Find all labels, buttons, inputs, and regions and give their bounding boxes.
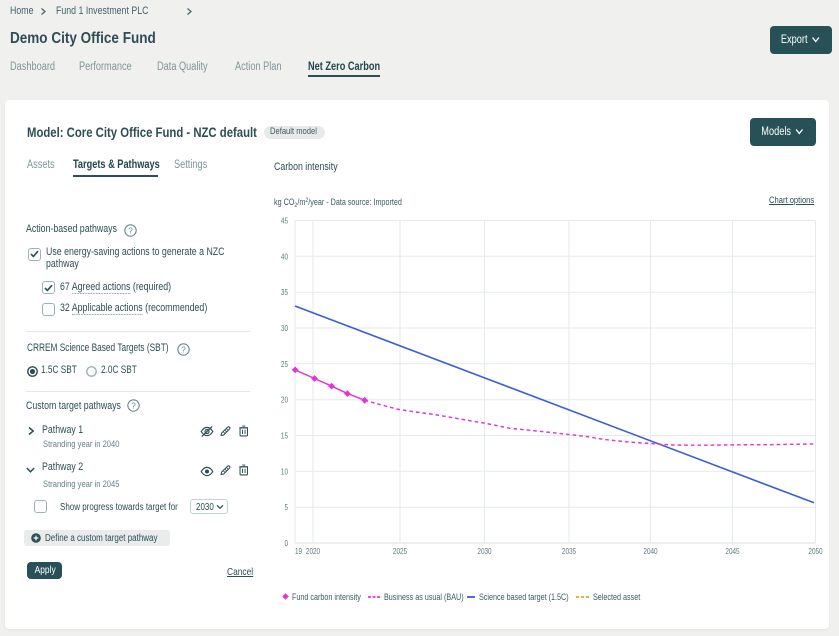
svg-text:19: 19 [295,546,302,556]
svg-text:0: 0 [284,538,288,548]
svg-text:2045: 2045 [725,546,739,556]
svg-text:5: 5 [284,502,288,512]
svg-text:?: ? [131,400,136,410]
svg-text:2035: 2035 [562,546,576,556]
svg-text:15: 15 [281,431,288,441]
svg-text:?: ? [128,225,133,235]
svg-text:35: 35 [281,287,288,297]
svg-text:30: 30 [281,323,288,333]
svg-text:10: 10 [281,467,288,477]
svg-text:2030: 2030 [477,546,491,556]
svg-text:40: 40 [281,252,288,262]
svg-text:2020: 2020 [306,546,320,556]
svg-text:25: 25 [281,359,288,369]
svg-text:?: ? [181,344,186,354]
svg-text:45: 45 [281,216,288,226]
svg-text:20: 20 [281,395,288,405]
svg-text:2050: 2050 [808,546,822,556]
svg-text:2025: 2025 [393,546,407,556]
svg-text:2040: 2040 [643,546,657,556]
